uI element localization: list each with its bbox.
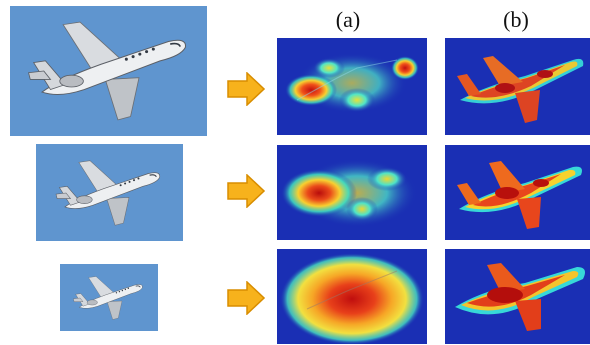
column-label-b: (b) xyxy=(503,7,529,32)
heatmap-b-medium xyxy=(445,145,590,240)
input-photo-large xyxy=(10,6,207,136)
input-photo-medium xyxy=(36,144,183,241)
column-label-a: (a) xyxy=(335,7,361,32)
arrow-icon xyxy=(227,281,265,315)
arrow-icon xyxy=(227,72,265,106)
heatmap-b-large xyxy=(445,38,590,135)
heatmap-a-medium xyxy=(277,145,427,240)
input-photo-small xyxy=(60,264,158,331)
heatmap-b-small xyxy=(445,249,590,344)
arrow-icon xyxy=(227,174,265,208)
heatmap-a-large xyxy=(277,38,427,135)
heatmap-a-small xyxy=(277,249,427,344)
